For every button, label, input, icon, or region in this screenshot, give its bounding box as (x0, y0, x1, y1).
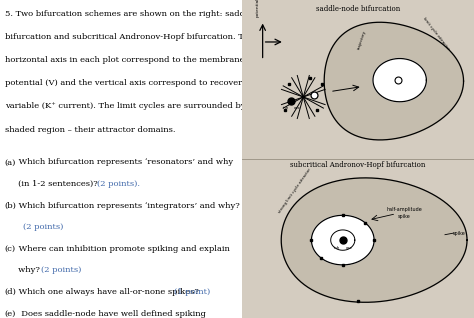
Text: subcritical Andronov-Hopf bifurcation: subcritical Andronov-Hopf bifurcation (290, 161, 426, 169)
Text: (e): (e) (5, 310, 16, 318)
Text: (a): (a) (5, 158, 16, 166)
Text: shaded region – their attractor domains.: shaded region – their attractor domains. (5, 126, 175, 134)
Text: (b): (b) (5, 202, 17, 210)
Text: variable (K⁺ current). The limit cycles are surrounded by the: variable (K⁺ current). The limit cycles … (5, 102, 262, 110)
Polygon shape (281, 178, 467, 302)
FancyBboxPatch shape (242, 0, 474, 318)
Text: spike: spike (453, 231, 465, 236)
Text: Does saddle-node have well defined spiking: Does saddle-node have well defined spiki… (16, 310, 206, 318)
Text: Which one always have all-or-none spikes?: Which one always have all-or-none spikes… (16, 288, 201, 296)
Text: Where can inhibition promote spiking and explain: Where can inhibition promote spiking and… (16, 245, 229, 253)
Text: Which bifurcation represents ‘resonators’ and why: Which bifurcation represents ‘resonators… (16, 158, 233, 166)
Text: inh: inh (283, 106, 289, 110)
Text: (2 points).: (2 points). (97, 180, 139, 188)
Polygon shape (311, 215, 374, 265)
Text: Which bifurcation represents ‘integrators’ and why?: Which bifurcation represents ‘integrator… (16, 202, 239, 210)
Polygon shape (324, 22, 464, 140)
Text: bifurcation and subcritical Andronov-Hopf bifurcation. The: bifurcation and subcritical Andronov-Hop… (5, 33, 254, 41)
Text: exc: exc (346, 246, 353, 250)
Text: potential (V) and the vertical axis correspond to recovery: potential (V) and the vertical axis corr… (5, 79, 246, 87)
Text: saddle-node bifurcation: saddle-node bifurcation (316, 5, 400, 13)
Text: exc: exc (294, 106, 301, 110)
Text: half-amplitude
spike: half-amplitude spike (386, 207, 422, 219)
Text: horizontal axis in each plot correspond to the membrane: horizontal axis in each plot correspond … (5, 56, 244, 64)
Text: (c): (c) (5, 245, 16, 253)
Text: why?: why? (5, 266, 42, 274)
Text: (d): (d) (5, 288, 17, 296)
Text: (2 points): (2 points) (42, 266, 82, 274)
Text: trajectory: trajectory (357, 30, 367, 50)
Text: limit cycle attractor: limit cycle attractor (422, 16, 450, 51)
Text: (2 points): (2 points) (23, 223, 64, 231)
Text: inh: inh (334, 246, 340, 250)
Polygon shape (373, 59, 427, 102)
Text: (1 point): (1 point) (173, 288, 210, 296)
Text: (in 1-2 sentences)?: (in 1-2 sentences)? (5, 180, 100, 188)
Text: strong limit cycle attractor: strong limit cycle attractor (278, 168, 312, 214)
Text: 5. Two bifurcation schemes are shown on the right: saddle-node: 5. Two bifurcation schemes are shown on … (5, 10, 276, 17)
Text: potential: potential (255, 0, 260, 17)
